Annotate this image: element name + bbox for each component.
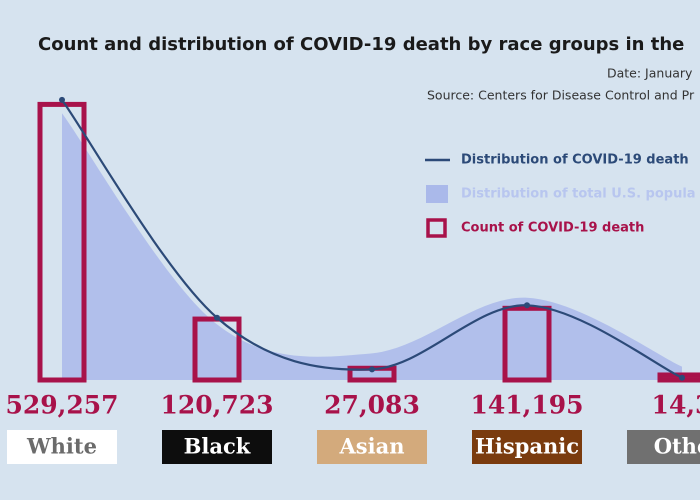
category-label: White (26, 434, 97, 459)
category-label: Hispanic (475, 434, 579, 459)
point (214, 314, 220, 321)
category-box (162, 430, 272, 464)
subtitle: Date: January (607, 66, 693, 81)
value-label: 27,083 (324, 391, 420, 420)
category-box (7, 430, 117, 464)
legend-label: Distribution of COVID-19 death (461, 153, 689, 168)
category-label: Asian (339, 434, 405, 459)
category-label: Othe (654, 434, 700, 459)
bar (37, 101, 87, 383)
chart-title: Count and distribution of COVID-19 death… (38, 34, 684, 55)
bar (502, 305, 552, 383)
category-label: Black (184, 434, 251, 459)
value-label: 120,723 (160, 391, 273, 420)
legend-label: Count of COVID-19 death (461, 221, 644, 236)
point (524, 302, 530, 309)
category-box (317, 430, 427, 464)
source: Source: Centers for Disease Control and … (427, 88, 695, 103)
category-box (472, 430, 582, 464)
value-label: 141,195 (470, 391, 583, 420)
category-box (627, 430, 700, 464)
line (61, 99, 683, 379)
point (679, 374, 685, 381)
value-label: 529,257 (5, 391, 118, 420)
legend-box (426, 218, 447, 238)
value-label: 14,3 (652, 391, 700, 420)
point (59, 96, 65, 103)
legend-area (426, 185, 448, 203)
point (369, 366, 375, 373)
legend-label: Distribution of total U.S. popula (461, 187, 696, 202)
area (62, 113, 682, 380)
